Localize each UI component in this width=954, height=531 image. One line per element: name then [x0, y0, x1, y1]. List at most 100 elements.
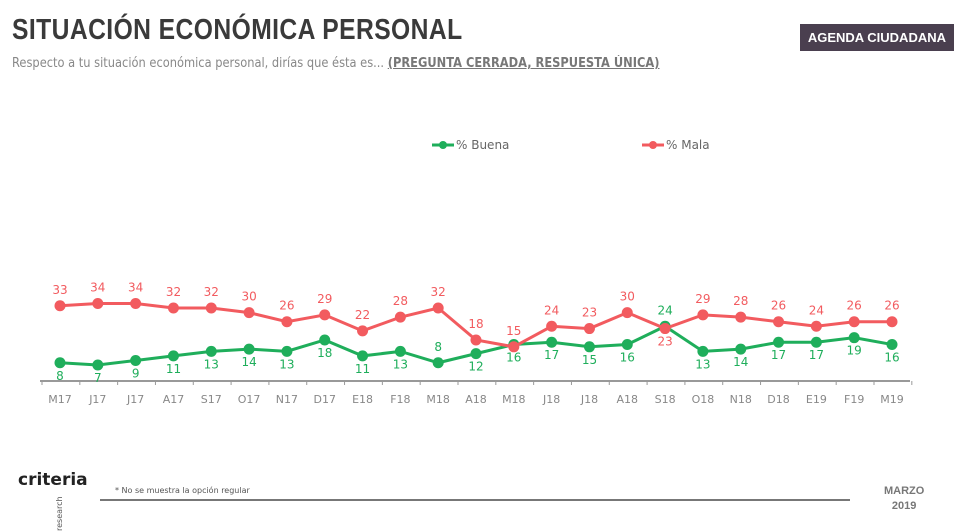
data-point: [735, 311, 747, 323]
x-tick-label: A18: [617, 393, 639, 406]
data-point: [621, 307, 633, 319]
data-label: 8: [56, 369, 64, 383]
data-point: [319, 334, 331, 346]
x-tick-label: M18: [426, 393, 450, 406]
data-point: [470, 334, 482, 346]
data-point: [659, 323, 671, 335]
line-chart: M17 J17 J17 A17 S17 O17 N17 D17 E18 F18 M18 A18 M18 J…: [40, 138, 913, 406]
x-tick-label: O17: [238, 393, 261, 406]
footer-divider: [100, 499, 850, 501]
data-point: [205, 345, 217, 357]
data-label: 8: [434, 340, 442, 354]
data-label: 15: [506, 324, 521, 338]
data-label: 33: [52, 283, 67, 297]
x-tick-label: D17: [313, 393, 335, 406]
x-tick-label: M17: [48, 393, 72, 406]
data-point: [886, 339, 898, 351]
data-label: 34: [90, 280, 105, 294]
x-tick-label: S17: [201, 393, 222, 406]
data-label: 15: [582, 353, 597, 367]
data-point: [546, 320, 558, 332]
x-tick-label: N18: [730, 393, 752, 406]
data-label: 16: [506, 351, 521, 365]
data-label: 23: [582, 306, 597, 320]
data-label: 13: [204, 357, 219, 371]
data-point: [92, 359, 104, 371]
data-point: [810, 320, 822, 332]
data-label: 32: [166, 285, 181, 299]
data-point: [848, 316, 860, 328]
page-title: SITUACIÓN ECONÓMICA PERSONAL: [12, 14, 463, 46]
data-point: [92, 297, 104, 309]
data-label: 11: [166, 362, 181, 376]
x-tick-label: E19: [806, 393, 827, 406]
data-point: [130, 354, 142, 366]
data-label: 32: [431, 285, 446, 299]
x-tick-label: F18: [390, 393, 410, 406]
logo-subtext: research: [55, 496, 64, 531]
data-point: [508, 341, 520, 353]
data-label: 17: [771, 348, 786, 362]
criteria-logo: criteria: [18, 470, 88, 490]
subtitle-note: (PREGUNTA CERRADA, RESPUESTA ÚNICA): [387, 56, 660, 71]
data-label: 24: [657, 303, 672, 317]
x-tick-label: J17: [88, 393, 106, 406]
section-badge: AGENDA CIUDADANA: [799, 24, 954, 51]
x-tick-label: F19: [844, 393, 864, 406]
data-label: 19: [847, 344, 862, 358]
year: 2019: [891, 500, 917, 512]
data-label: 23: [657, 335, 672, 349]
data-label: 18: [317, 346, 332, 360]
data-point: [54, 357, 66, 369]
data-point: [130, 297, 142, 309]
data-label: 12: [468, 360, 483, 374]
data-label: 14: [241, 355, 256, 369]
data-label: 13: [695, 357, 710, 371]
data-label: 29: [317, 292, 332, 306]
data-point: [886, 316, 898, 328]
data-label: 32: [204, 285, 219, 299]
report-date: MARZO 2019: [884, 484, 924, 514]
data-point: [773, 336, 785, 348]
x-tick-label: J18: [580, 393, 598, 406]
data-label: 26: [771, 299, 786, 313]
data-point: [848, 332, 860, 344]
data-label: 30: [620, 290, 635, 304]
data-point: [394, 345, 406, 357]
x-tick-label: S18: [655, 393, 676, 406]
data-point: [546, 336, 558, 348]
subtitle-text: Respecto a tu situación económica person…: [12, 56, 385, 71]
x-tick-label: E18: [352, 393, 373, 406]
data-point: [697, 345, 709, 357]
data-label: 28: [733, 294, 748, 308]
data-point: [470, 348, 482, 360]
data-point: [357, 325, 369, 337]
legend-marker: [649, 141, 657, 149]
x-tick-label: A17: [163, 393, 185, 406]
x-tick-label: M18: [502, 393, 526, 406]
data-label: 17: [544, 348, 559, 362]
x-tick-label: J18: [542, 393, 560, 406]
data-label: 29: [695, 292, 710, 306]
data-label: 14: [733, 355, 748, 369]
data-point: [54, 300, 66, 312]
data-point: [394, 311, 406, 323]
x-tick-label: A18: [465, 393, 487, 406]
x-tick-label: D18: [767, 393, 789, 406]
data-point: [281, 345, 293, 357]
legend-marker: [439, 141, 447, 149]
data-point: [243, 307, 255, 319]
data-point: [281, 316, 293, 328]
data-label: 9: [132, 366, 140, 380]
data-label: 18: [468, 317, 483, 331]
data-label: 7: [94, 371, 102, 385]
data-label: 16: [884, 351, 899, 365]
data-label: 16: [620, 351, 635, 365]
data-point: [167, 302, 179, 314]
data-point: [810, 336, 822, 348]
data-label: 26: [847, 299, 862, 313]
data-point: [167, 350, 179, 362]
data-point: [773, 316, 785, 328]
data-label: 22: [355, 308, 370, 322]
data-label: 24: [809, 303, 824, 317]
